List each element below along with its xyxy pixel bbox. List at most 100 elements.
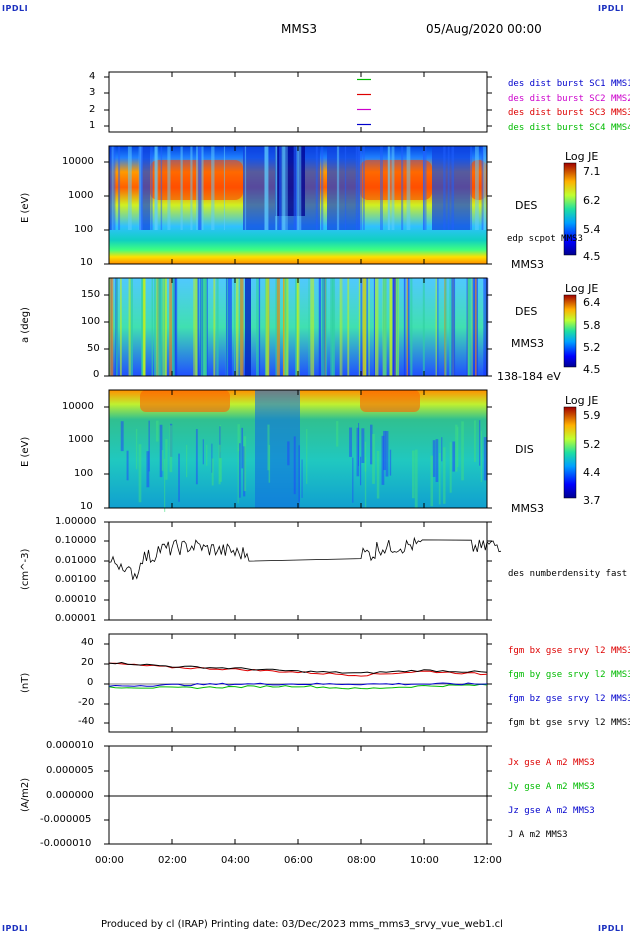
dis-e-stripe-33 xyxy=(461,421,464,481)
fgm-bz-series xyxy=(108,682,488,687)
des-pa-cb-tick-2: 5.8 xyxy=(583,319,601,332)
des-e-stripe-7 xyxy=(127,146,132,230)
xtick-0600: 06:00 xyxy=(284,855,313,866)
dis-e-stripe-17 xyxy=(211,443,213,473)
corner-logo-br: IPDLI xyxy=(597,924,624,933)
des-pa-colorbar xyxy=(563,294,577,368)
des-pa-energy-label: 138-184 eV xyxy=(497,370,561,383)
dis-e-stripe-52 xyxy=(438,452,441,505)
fgm-legend-bx: fgm bx gse srvy l2 MMS3 xyxy=(508,646,630,656)
dis-e-cb-tick-4: 3.7 xyxy=(583,494,601,507)
des-pa-stripe-119 xyxy=(172,278,175,376)
des-e-stripe-46 xyxy=(112,146,116,230)
des-energy-panel xyxy=(108,145,488,265)
des-pa-stripe-73 xyxy=(384,278,387,376)
cur-legend-jx: Jx gse A m2 MMS3 xyxy=(508,758,595,768)
des-pa-stripe-9 xyxy=(256,278,260,376)
des-pa-stripe-8 xyxy=(471,278,473,376)
dens-ytick-3: 0.01000 xyxy=(55,555,97,566)
dis-e-ylabel: E (eV) xyxy=(20,436,31,467)
des-e-ytick-1000: 1000 xyxy=(68,190,94,201)
des-e-stripe-55 xyxy=(297,146,302,230)
dis-e-stripe-65 xyxy=(120,421,124,452)
des-e-stripe-59 xyxy=(483,146,487,230)
des-e-stripe-10 xyxy=(362,146,365,230)
des-e-cb-tick-3: 5.4 xyxy=(583,223,601,236)
dis-e-stripe-25 xyxy=(239,443,241,498)
des-pa-stripe-30 xyxy=(407,278,410,376)
des-pa-stripe-101 xyxy=(360,278,362,376)
dis-e-stripe-36 xyxy=(218,444,221,485)
des-e-stripe-28 xyxy=(190,146,193,230)
des-pa-stripe-88 xyxy=(110,278,114,376)
des-e-stripe-41 xyxy=(293,146,295,230)
des-pa-cb-title: Log JE xyxy=(565,282,599,295)
cur-legend-jy: Jy gse A m2 MMS3 xyxy=(508,782,595,792)
des-pa-dark-band xyxy=(245,278,251,376)
des-pa-stripe-18 xyxy=(449,278,452,376)
dis-e-stripe-20 xyxy=(267,424,270,471)
des-pa-stripe-4 xyxy=(128,278,131,376)
cur-ytick-1: 0.000010 xyxy=(46,740,94,751)
des-e-ytick-10: 10 xyxy=(80,257,93,268)
dis-e-stripe-40 xyxy=(211,458,214,486)
fgm-frame xyxy=(108,633,488,733)
dis-e-stripe-54 xyxy=(161,450,164,471)
dens-ytick-6: 0.00001 xyxy=(55,613,97,624)
fgm-bt-series xyxy=(108,661,488,674)
des-pa-stripe-118 xyxy=(200,278,203,376)
fgm-legend-by: fgm by gse srvy l2 MMS3 xyxy=(508,670,630,680)
des-pa-stripe-42 xyxy=(240,278,244,376)
des-e-stripe-57 xyxy=(266,146,269,230)
des-pa-stripe-77 xyxy=(296,278,300,376)
sc-ytick-3: 3 xyxy=(89,87,96,98)
des-pa-stripe-19 xyxy=(193,278,195,376)
des-e-stripe-23 xyxy=(198,146,202,230)
dis-e-stripe-47 xyxy=(165,439,168,480)
dis-e-sc-label: MMS3 xyxy=(511,502,544,515)
dis-e-stripe-4 xyxy=(202,439,204,465)
des-pa-stripe-75 xyxy=(216,278,219,376)
dis-e-stripe-23 xyxy=(385,431,389,477)
des-e-stripe-58 xyxy=(406,146,411,230)
des-pa-panel xyxy=(108,277,489,377)
des-pa-stripe-72 xyxy=(403,278,406,376)
des-e-stripe-33 xyxy=(286,146,288,230)
des-e-stripe-43 xyxy=(160,146,163,230)
des-e-stripe-0 xyxy=(294,146,298,230)
current-frame xyxy=(108,745,488,845)
dis-e-stripe-19 xyxy=(164,458,166,512)
dis-e-stripe-39 xyxy=(206,444,208,466)
des-pa-stripe-23 xyxy=(295,278,298,376)
des-e-stripe-44 xyxy=(344,146,347,230)
dis-e-stripe-29 xyxy=(178,453,180,502)
sc-legend-3: des dist burst SC3 MMS3 xyxy=(508,108,630,118)
cur-ytick-2: 0.000005 xyxy=(46,765,94,776)
dis-e-stripe-42 xyxy=(455,424,458,472)
des-pa-stripe-107 xyxy=(203,278,208,376)
dis-e-stripe-60 xyxy=(135,428,138,470)
dis-e-ytick-1000: 1000 xyxy=(68,434,94,445)
sc-ytick-2: 2 xyxy=(89,104,96,115)
dis-e-ytick-100: 100 xyxy=(74,468,94,479)
des-e-stripe-20 xyxy=(470,146,473,230)
dis-e-stripe-37 xyxy=(126,450,129,481)
dis-e-stripe-69 xyxy=(389,449,392,476)
dis-e-stripe-59 xyxy=(349,427,353,457)
density-series xyxy=(108,536,502,580)
dis-e-stripe-66 xyxy=(148,420,150,472)
sc-legend-4: des dist burst SC4 MMS4 xyxy=(508,123,630,133)
fgm-ytick-40: 40 xyxy=(81,637,94,648)
fgm-by-series xyxy=(108,683,488,690)
des-e-stripe-51 xyxy=(223,146,226,230)
des-pa-stripe-112 xyxy=(321,278,325,376)
des-pa-stripe-91 xyxy=(258,278,261,376)
dis-e-hot-0 xyxy=(140,390,230,412)
sc-frame xyxy=(108,71,488,133)
fgm-ytick-0: 0 xyxy=(87,677,94,688)
des-e-cb-tick-2: 6.2 xyxy=(583,194,601,207)
des-e-scpot-label: edp scpot MMS3 xyxy=(507,234,583,244)
des-pa-stripe-59 xyxy=(201,278,204,376)
des-e-stripe-4 xyxy=(357,146,359,230)
des-pa-ytick-0: 0 xyxy=(93,369,100,380)
